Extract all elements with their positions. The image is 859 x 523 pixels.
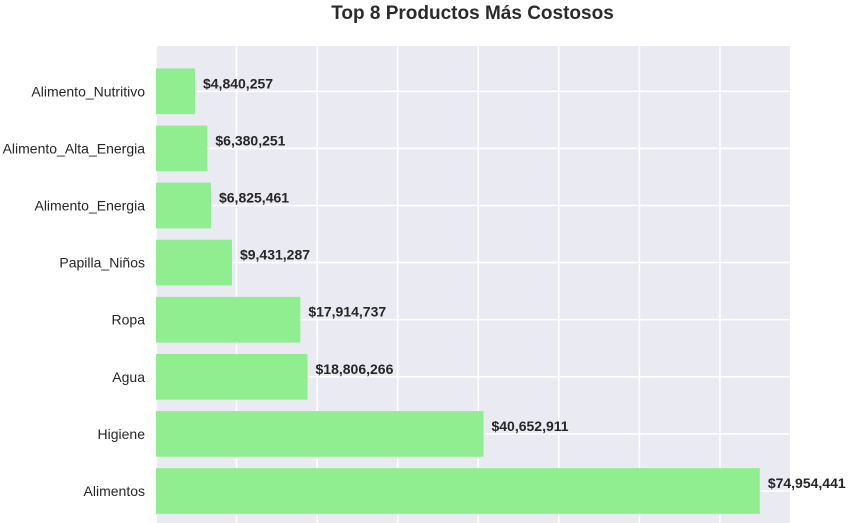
data-label: $17,914,737 — [308, 304, 386, 320]
bar-ropa — [156, 296, 301, 343]
bar-alimentos — [156, 468, 760, 514]
y-tick-label: Papilla_Niños — [59, 255, 145, 271]
data-label: $40,652,911 — [491, 418, 568, 434]
y-tick-label: Agua — [112, 369, 145, 385]
chart-title: Top 8 Productos Más Costosos — [331, 3, 614, 24]
y-tick-label: Higiene — [98, 426, 146, 442]
data-label: $6,380,251 — [215, 132, 285, 148]
data-label: $9,431,287 — [240, 247, 310, 263]
data-labels: $74,954,441 $40,652,911 $18,806,266 $17,914… — [203, 75, 846, 491]
y-tick-label: Alimentos — [84, 483, 145, 499]
bar-alimento-energia — [156, 182, 211, 229]
y-axis-tick-labels: Alimentos Higiene Agua Ropa Papilla_Niños Ali… — [3, 83, 146, 499]
bar-agua — [156, 353, 308, 400]
data-label: $18,806,266 — [316, 361, 394, 377]
bar-alimento-alta-energia — [156, 125, 208, 172]
bar-alimento-nutritivo — [156, 68, 195, 115]
y-tick-label: Alimento_Alta_Energia — [3, 140, 146, 156]
y-tick-label: Alimento_Nutritivo — [31, 83, 145, 99]
data-label: $6,825,461 — [219, 190, 289, 206]
bar-higiene — [156, 411, 484, 457]
bars — [156, 68, 760, 514]
y-tick-label: Alimento_Energia — [34, 198, 145, 214]
data-label: $4,840,257 — [203, 75, 273, 91]
data-label: $74,954,441 — [768, 475, 846, 491]
bar-papilla-ni-os — [156, 239, 232, 286]
y-tick-label: Ropa — [112, 312, 146, 328]
